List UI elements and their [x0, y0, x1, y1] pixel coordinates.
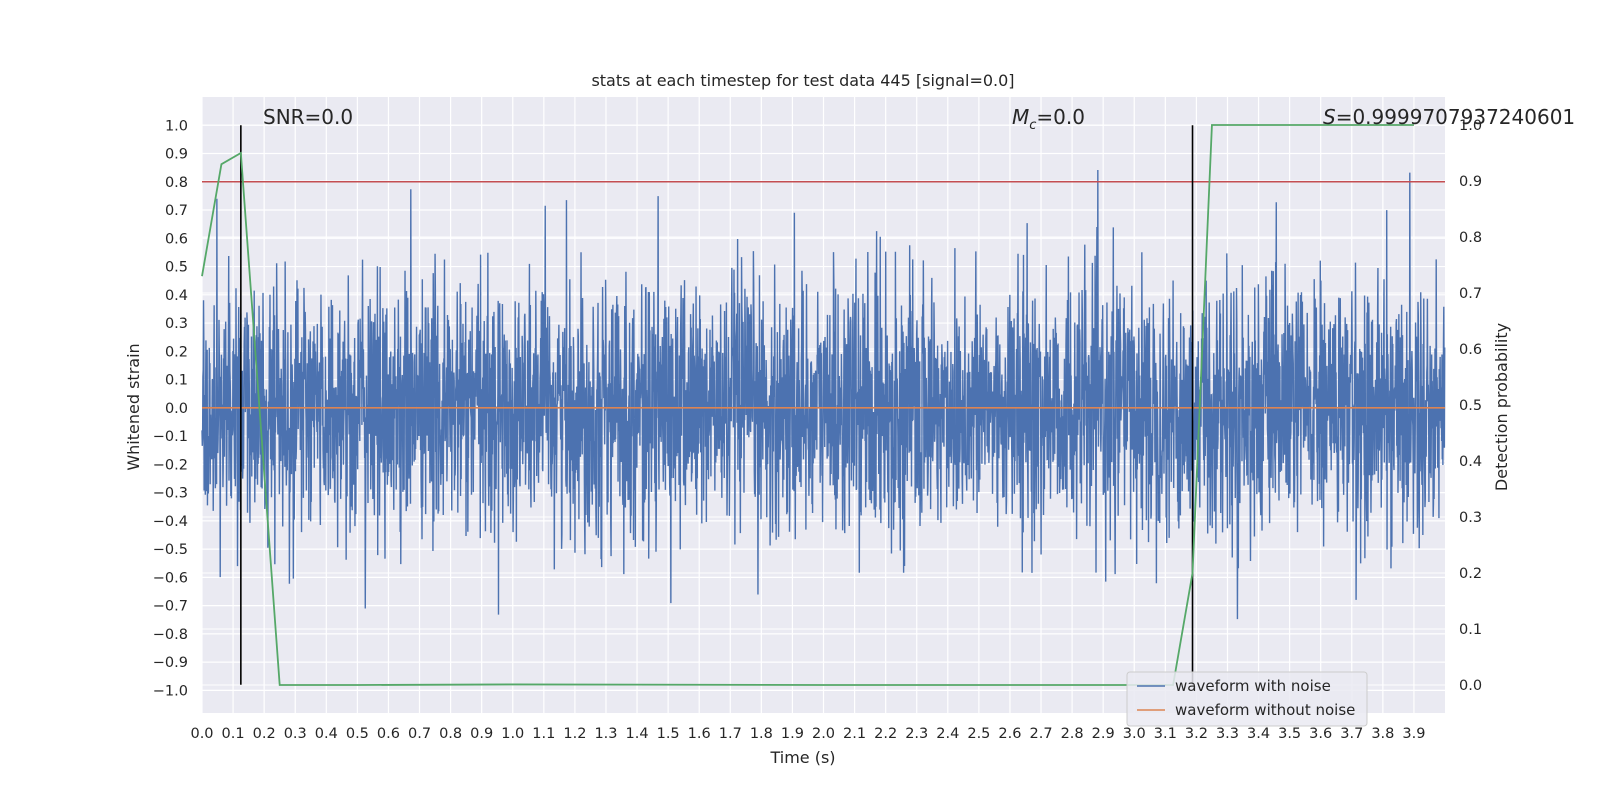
- legend-box: [1126, 671, 1368, 727]
- y-tick-label: −0.2: [153, 457, 188, 473]
- y-tick-label: 0.1: [165, 373, 188, 389]
- legend-label-noise: waveform with noise: [1175, 677, 1331, 695]
- x-tick-label: 0.9: [470, 726, 493, 742]
- y-tick-label: −0.7: [153, 599, 188, 615]
- y-tick-label: 0.2: [165, 344, 188, 360]
- detection-probability-series: [201, 124, 1414, 686]
- y-tick-label: 0.6: [165, 231, 188, 247]
- y2-tick-label: 1.0: [1459, 118, 1482, 134]
- x-tick-label: 0.1: [222, 726, 245, 742]
- x-tick-label: 2.8: [1061, 726, 1084, 742]
- x-tick-label: 0.8: [439, 726, 462, 742]
- x-tick-label: 3.7: [1340, 726, 1363, 742]
- y-tick-label: −0.9: [153, 655, 188, 671]
- x-tick-label: 0.2: [253, 726, 276, 742]
- x-tick-label: 1.7: [719, 726, 742, 742]
- chart-title: stats at each timestep for test data 445…: [591, 71, 1014, 90]
- y2-axis-ticks: 1.0 0.9 0.8 0.7 0.6 0.5 0.4 0.3 0.2 0.1 0.0: [1459, 118, 1482, 694]
- mc-value: =0.0: [1036, 105, 1085, 129]
- y-tick-label: −0.6: [153, 570, 188, 586]
- mc-symbol: M: [1012, 105, 1029, 129]
- x-tick-label: 1.2: [563, 726, 586, 742]
- score-annotation: S=0.9999707937240601: [1323, 105, 1575, 129]
- y-tick-label: 0.9: [165, 147, 188, 163]
- x-tick-label: 2.5: [967, 726, 990, 742]
- x-tick-label: 3.8: [1371, 726, 1394, 742]
- x-tick-label: 3.4: [1247, 726, 1270, 742]
- x-tick-label: 1.1: [532, 726, 555, 742]
- y2-tick-label: 0.5: [1459, 398, 1482, 414]
- y-tick-label: 0.4: [165, 288, 188, 304]
- x-tick-label: 1.6: [688, 726, 711, 742]
- x-tick-label: 1.0: [501, 726, 524, 742]
- y2-tick-label: 0.2: [1459, 566, 1482, 582]
- y-tick-label: −0.8: [153, 627, 188, 643]
- s-symbol: S: [1323, 105, 1336, 129]
- y2-tick-label: 0.8: [1459, 230, 1482, 246]
- y2-axis-label: Detection probability: [1492, 323, 1511, 491]
- y-tick-label: 0.7: [165, 203, 188, 219]
- chirp-mass-annotation: Mc=0.0: [1012, 105, 1085, 133]
- y-tick-label: −0.1: [153, 429, 188, 445]
- x-tick-label: 3.1: [1154, 726, 1177, 742]
- y2-tick-label: 0.6: [1459, 342, 1482, 358]
- legend: waveform with noise waveform without noi…: [1126, 671, 1368, 727]
- snr-annotation: SNR=0.0: [263, 105, 353, 129]
- y-tick-label: −0.5: [153, 542, 188, 558]
- y-axis-label: Whitened strain: [124, 343, 143, 470]
- noise-waveform-line: [201, 170, 1446, 620]
- x-tick-label: 3.9: [1402, 726, 1425, 742]
- x-tick-label: 0.7: [408, 726, 431, 742]
- x-tick-label: 0.6: [377, 726, 400, 742]
- y-tick-label: −0.4: [153, 514, 188, 530]
- y-tick-label: 0.0: [165, 401, 188, 417]
- y-axis-ticks: 1.0 0.9 0.8 0.7 0.6 0.5 0.4 0.3 0.2 0.1 0.0 −0.1 −0.…: [153, 118, 188, 699]
- x-tick-label: 2.1: [843, 726, 866, 742]
- x-tick-label: 3.0: [1123, 726, 1146, 742]
- x-tick-label: 0.0: [190, 726, 213, 742]
- x-axis-ticks: 0.0 0.1 0.2 0.3 0.4 0.5 0.6 0.7 0.8 0.9 1.0 1.1 1.2 1…: [190, 726, 1425, 742]
- x-tick-label: 0.4: [315, 726, 338, 742]
- s-value: =0.9999707937240601: [1336, 105, 1575, 129]
- waveform-with-noise-series: [201, 170, 1446, 620]
- x-tick-label: 3.5: [1278, 726, 1301, 742]
- x-tick-label: 1.4: [626, 726, 649, 742]
- y-tick-label: 1.0: [165, 118, 188, 134]
- x-tick-label: 2.6: [998, 726, 1021, 742]
- x-tick-label: 2.0: [812, 726, 835, 742]
- x-tick-label: 1.3: [594, 726, 617, 742]
- y-tick-label: −0.3: [153, 486, 188, 502]
- y2-tick-label: 0.3: [1459, 510, 1482, 526]
- x-tick-label: 3.6: [1309, 726, 1332, 742]
- y2-tick-label: 0.0: [1459, 678, 1482, 694]
- y-tick-label: −1.0: [153, 683, 188, 699]
- x-tick-label: 1.9: [781, 726, 804, 742]
- legend-label-clean: waveform without noise: [1175, 701, 1355, 719]
- x-tick-label: 3.3: [1216, 726, 1239, 742]
- x-tick-label: 1.5: [657, 726, 680, 742]
- y2-tick-label: 0.4: [1459, 454, 1482, 470]
- vertical-marker-lines: [240, 125, 1194, 685]
- y-tick-label: 0.3: [165, 316, 188, 332]
- y2-tick-label: 0.1: [1459, 622, 1482, 638]
- x-tick-label: 2.3: [905, 726, 928, 742]
- x-tick-label: 0.5: [346, 726, 369, 742]
- x-tick-label: 2.4: [936, 726, 959, 742]
- x-tick-label: 0.3: [284, 726, 307, 742]
- x-tick-label: 2.9: [1092, 726, 1115, 742]
- mc-subscript: c: [1029, 118, 1036, 133]
- x-axis-label: Time (s): [769, 748, 835, 767]
- y2-tick-label: 0.7: [1459, 286, 1482, 302]
- x-tick-label: 1.8: [750, 726, 773, 742]
- y2-tick-label: 0.9: [1459, 174, 1482, 190]
- x-tick-label: 3.2: [1185, 726, 1208, 742]
- y-tick-label: 0.8: [165, 175, 188, 191]
- x-tick-label: 2.2: [874, 726, 897, 742]
- y-tick-label: 0.5: [165, 260, 188, 276]
- x-tick-label: 2.7: [1029, 726, 1052, 742]
